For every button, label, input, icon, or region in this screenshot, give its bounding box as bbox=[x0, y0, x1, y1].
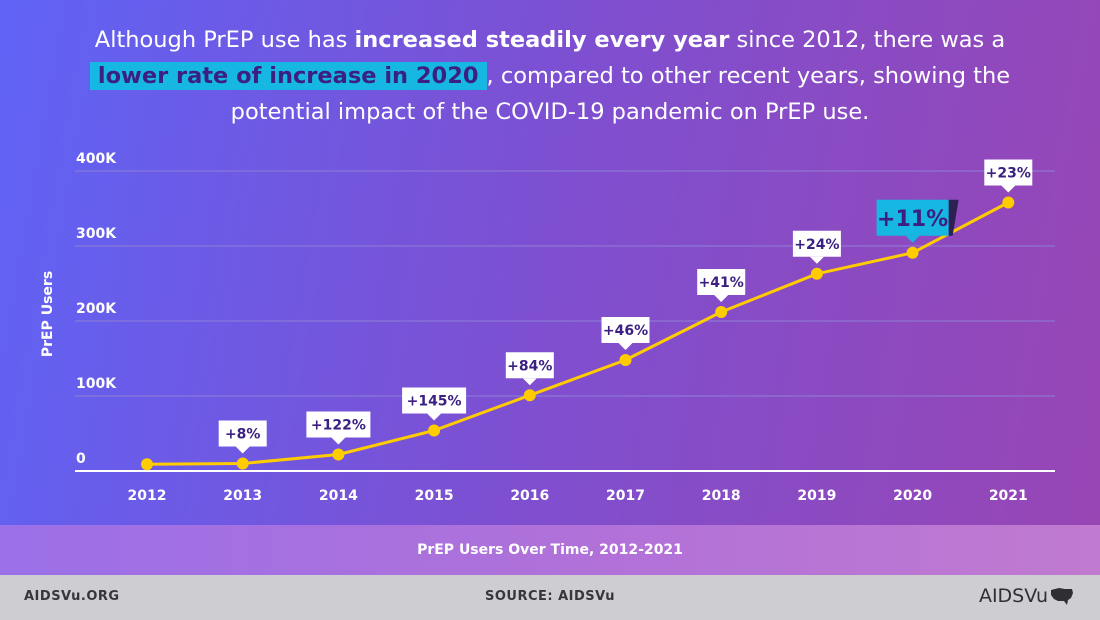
callout-pointer bbox=[905, 235, 920, 243]
y-tick-label: 200K bbox=[76, 301, 117, 317]
callout-box bbox=[984, 159, 1033, 186]
x-tick-label: 2019 bbox=[797, 488, 836, 504]
chart-panel: Although PrEP use has increased steadily… bbox=[0, 0, 1100, 525]
footer-site: AIDSVu.ORG bbox=[24, 589, 120, 604]
footer-brand: AIDSVu bbox=[978, 585, 1048, 607]
data-point bbox=[906, 246, 919, 259]
x-tick-label: 2018 bbox=[702, 488, 741, 504]
y-axis-label: PrEP Users bbox=[40, 270, 56, 358]
callout-box bbox=[697, 269, 746, 295]
footer-source: SOURCE: AIDSVu bbox=[484, 589, 616, 604]
callout-box bbox=[876, 199, 949, 236]
x-tick-label: 2015 bbox=[415, 488, 454, 504]
series-line bbox=[146, 201, 1009, 466]
x-tick-label: 2016 bbox=[510, 488, 549, 504]
headline-text-1: Although PrEP use has bbox=[94, 27, 355, 53]
x-tick-label: 2017 bbox=[606, 488, 645, 504]
y-tick-label: 100K bbox=[76, 376, 117, 392]
data-point bbox=[715, 306, 728, 318]
x-tick-label: 2020 bbox=[893, 488, 932, 504]
x-tick-label: 2013 bbox=[223, 488, 262, 504]
data-point bbox=[236, 457, 249, 470]
callout-pointer bbox=[618, 343, 633, 350]
data-label: +11% bbox=[877, 207, 948, 232]
callout-pointer bbox=[809, 256, 824, 264]
headline: Although PrEP use has increased steadily… bbox=[60, 22, 1040, 130]
callout-box bbox=[306, 411, 371, 438]
data-label: +8% bbox=[225, 427, 261, 443]
y-tick-label: 0 bbox=[76, 451, 86, 467]
callout-box bbox=[792, 230, 841, 257]
callout-shadow bbox=[948, 199, 959, 236]
data-label: +23% bbox=[986, 166, 1031, 182]
callout-pointer bbox=[522, 378, 537, 386]
headline-text-2: since 2012, there was a bbox=[729, 27, 1006, 53]
data-point bbox=[523, 389, 536, 402]
data-point bbox=[619, 354, 632, 366]
callout-pointer bbox=[235, 446, 250, 454]
x-tick-label: 2014 bbox=[319, 488, 358, 504]
data-label: +84% bbox=[507, 358, 552, 374]
chart-caption: PrEP Users Over Time, 2012-2021 bbox=[0, 525, 1100, 575]
data-point bbox=[810, 267, 823, 280]
headline-bold: increased steadily every year bbox=[354, 27, 730, 53]
x-tick-label: 2012 bbox=[128, 488, 167, 504]
y-tick-label: 400K bbox=[76, 151, 117, 167]
callout-box bbox=[218, 420, 267, 447]
callout-box bbox=[601, 317, 650, 343]
data-point bbox=[332, 448, 345, 461]
data-label: +46% bbox=[603, 323, 648, 339]
data-point bbox=[1002, 196, 1015, 209]
footer: AIDSVu.ORG SOURCE: AIDSVu AIDSVu bbox=[0, 575, 1100, 620]
line-chart: 0 100K 200K 300K 400K 2012 2013 2014 2015 2016 201… bbox=[75, 151, 1055, 504]
y-tick-label: 300K bbox=[76, 226, 117, 242]
headline-highlight: lower rate of increase in 2020 bbox=[89, 62, 487, 90]
data-label: +145% bbox=[407, 394, 462, 410]
callout-box bbox=[505, 352, 554, 379]
x-tick-label: 2021 bbox=[989, 488, 1028, 504]
us-map-icon bbox=[1051, 588, 1073, 605]
callout-pointer bbox=[1001, 185, 1016, 193]
callout-pointer bbox=[331, 437, 346, 445]
data-label: +24% bbox=[794, 237, 839, 253]
callout-box bbox=[402, 387, 467, 414]
callout-pointer bbox=[714, 295, 729, 302]
data-point bbox=[428, 424, 441, 437]
data-label: +122% bbox=[311, 418, 366, 434]
data-label: +41% bbox=[699, 275, 744, 291]
callout-pointer bbox=[427, 413, 442, 421]
data-point bbox=[141, 458, 153, 471]
headline-text-3: , compared to other recent years, showin… bbox=[230, 63, 1011, 125]
